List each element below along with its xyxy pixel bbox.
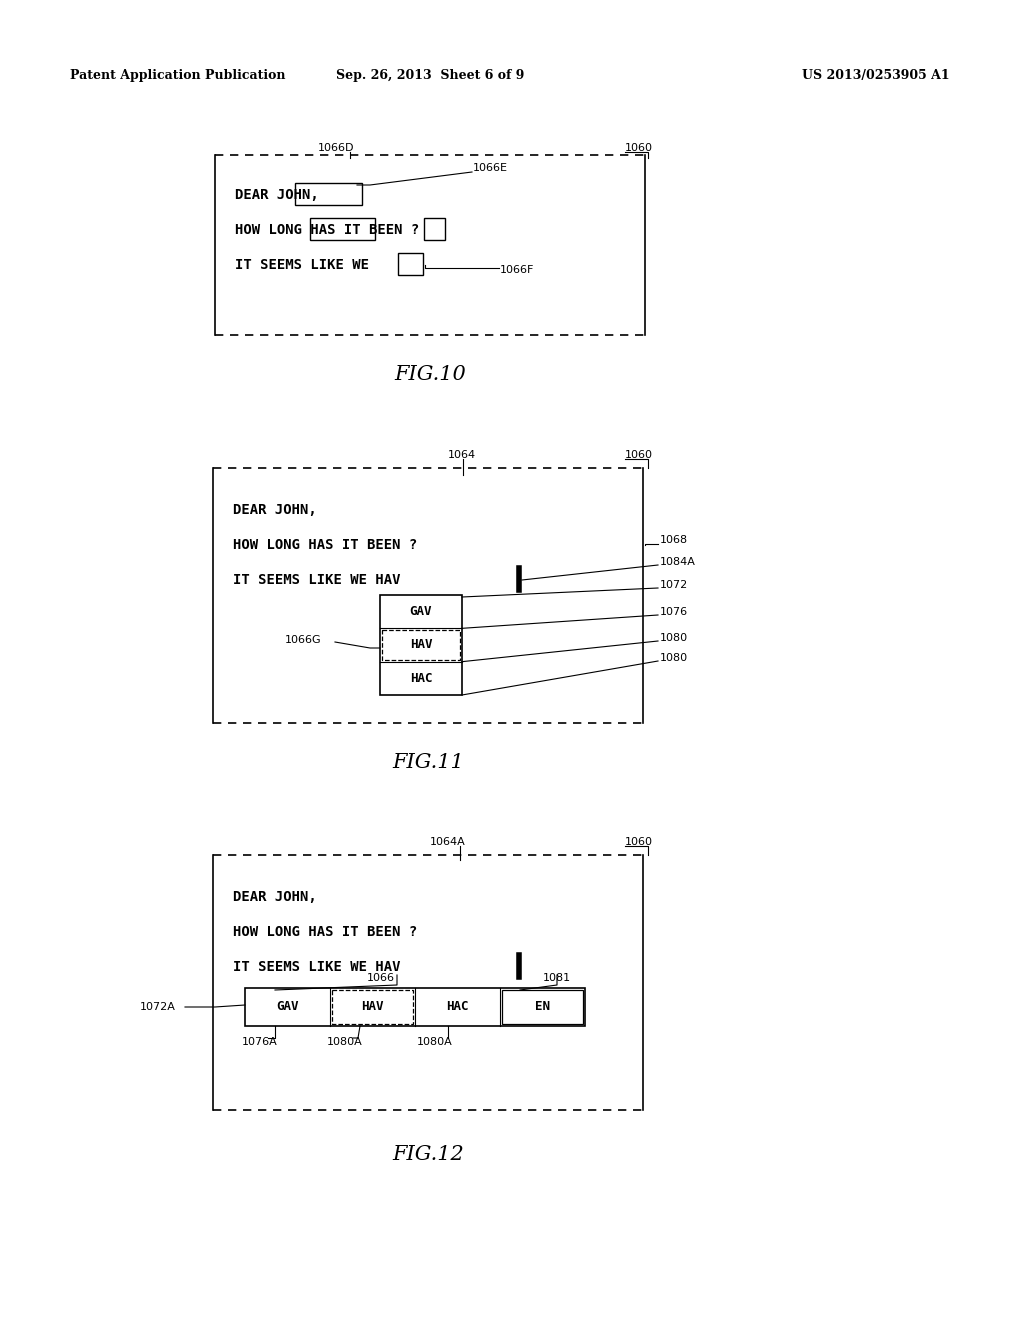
- Text: HOW LONG HAS IT BEEN ?: HOW LONG HAS IT BEEN ?: [234, 223, 419, 238]
- Bar: [380, 595, 462, 696]
- Bar: [382, 631, 460, 660]
- Text: DEAR JOHN,: DEAR JOHN,: [234, 187, 318, 202]
- Text: FIG.12: FIG.12: [392, 1146, 464, 1164]
- Text: HOW LONG HAS IT BEEN ?: HOW LONG HAS IT BEEN ?: [233, 925, 417, 939]
- Bar: [502, 990, 583, 1024]
- Bar: [398, 253, 423, 275]
- Text: EN: EN: [535, 1001, 550, 1014]
- Bar: [332, 990, 413, 1024]
- Text: 1076: 1076: [660, 607, 688, 616]
- Text: 1080A: 1080A: [417, 1038, 453, 1047]
- Text: Patent Application Publication: Patent Application Publication: [70, 69, 286, 82]
- Text: 1060: 1060: [625, 143, 653, 153]
- Text: HAV: HAV: [410, 639, 432, 652]
- Text: DEAR JOHN,: DEAR JOHN,: [233, 503, 316, 517]
- Text: 1066E: 1066E: [473, 162, 508, 173]
- Text: 1068: 1068: [660, 535, 688, 545]
- Text: 1072A: 1072A: [140, 1002, 176, 1012]
- Text: HOW LONG HAS IT BEEN ?: HOW LONG HAS IT BEEN ?: [233, 539, 417, 552]
- Text: 1072: 1072: [660, 579, 688, 590]
- Text: 1080A: 1080A: [327, 1038, 362, 1047]
- Text: 1080: 1080: [660, 653, 688, 663]
- Text: 1084A: 1084A: [660, 557, 696, 568]
- Bar: [295, 183, 362, 205]
- Text: 1060: 1060: [625, 450, 653, 459]
- Bar: [310, 218, 375, 240]
- Text: 1066: 1066: [367, 973, 395, 983]
- Text: 1080: 1080: [660, 634, 688, 643]
- Text: 1066F: 1066F: [500, 265, 535, 275]
- Bar: [424, 218, 445, 240]
- Text: 1076A: 1076A: [242, 1038, 278, 1047]
- Text: 1064: 1064: [449, 450, 476, 459]
- Bar: [245, 987, 585, 1026]
- Text: FIG.10: FIG.10: [394, 366, 466, 384]
- Text: 1066G: 1066G: [285, 635, 322, 645]
- Text: GAV: GAV: [276, 1001, 299, 1014]
- Text: IT SEEMS LIKE WE HAV: IT SEEMS LIKE WE HAV: [233, 573, 400, 587]
- Text: IT SEEMS LIKE WE HAV: IT SEEMS LIKE WE HAV: [233, 960, 400, 974]
- Text: FIG.11: FIG.11: [392, 754, 464, 772]
- Text: US 2013/0253905 A1: US 2013/0253905 A1: [803, 69, 950, 82]
- Text: IT SEEMS LIKE WE: IT SEEMS LIKE WE: [234, 257, 369, 272]
- Text: 1081: 1081: [543, 973, 571, 983]
- Text: 1064A: 1064A: [430, 837, 466, 847]
- Text: DEAR JOHN,: DEAR JOHN,: [233, 890, 316, 904]
- Text: Sep. 26, 2013  Sheet 6 of 9: Sep. 26, 2013 Sheet 6 of 9: [336, 69, 524, 82]
- Text: HAV: HAV: [361, 1001, 384, 1014]
- Text: HAC: HAC: [410, 672, 432, 685]
- Text: 1060: 1060: [625, 837, 653, 847]
- Text: GAV: GAV: [410, 605, 432, 618]
- Text: HAC: HAC: [446, 1001, 469, 1014]
- Text: 1066D: 1066D: [318, 143, 354, 153]
